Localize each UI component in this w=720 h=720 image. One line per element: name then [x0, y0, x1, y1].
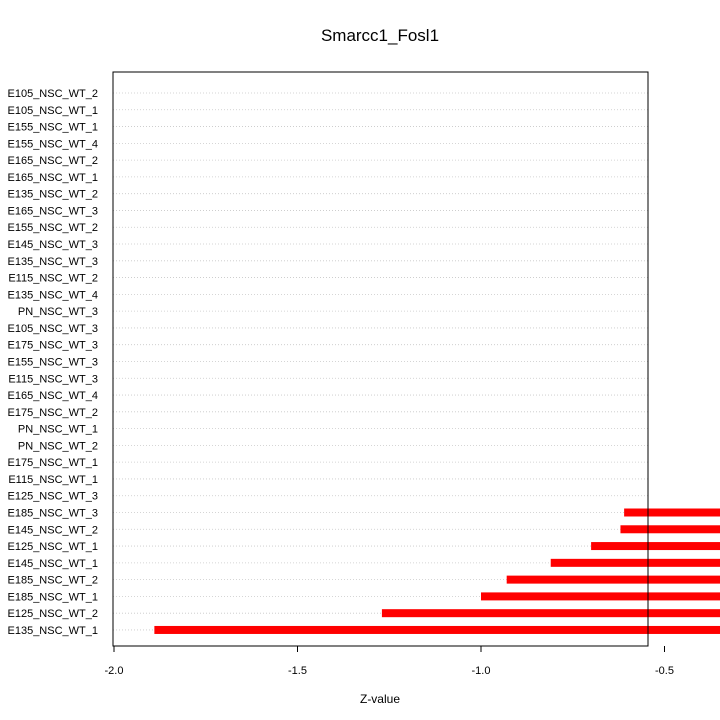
- category-labels: E105_NSC_WT_2 E105_NSC_WT_1 E155_NSC_WT_1 E…: [8, 88, 99, 637]
- category-label: E175_NSC_WT_3: [8, 340, 99, 352]
- bar: [624, 508, 720, 517]
- category-label: E165_NSC_WT_4: [8, 390, 99, 402]
- bars: [154, 508, 720, 634]
- category-label: E125_NSC_WT_2: [8, 608, 99, 620]
- category-label: E165_NSC_WT_3: [8, 205, 99, 217]
- category-label: E185_NSC_WT_3: [8, 508, 99, 520]
- category-label: E115_NSC_WT_3: [8, 373, 98, 385]
- category-label: E155_NSC_WT_4: [8, 138, 99, 150]
- category-label: E135_NSC_WT_4: [8, 289, 99, 301]
- bar: [506, 575, 720, 584]
- category-label: E145_NSC_WT_3: [8, 239, 99, 251]
- category-label: E185_NSC_WT_2: [8, 575, 99, 587]
- plot-frame: [112, 71, 649, 647]
- category-label: E105_NSC_WT_2: [8, 88, 99, 100]
- category-label: E135_NSC_WT_3: [8, 256, 99, 268]
- grid-lines: [113, 92, 648, 631]
- category-label: E155_NSC_WT_1: [8, 122, 99, 134]
- category-label: PN_NSC_WT_1: [18, 424, 98, 436]
- category-label: E175_NSC_WT_1: [8, 457, 99, 469]
- category-label: E165_NSC_WT_2: [8, 155, 99, 167]
- category-label: E155_NSC_WT_2: [8, 222, 99, 234]
- bar: [481, 592, 720, 601]
- bar: [550, 558, 720, 567]
- category-label: E125_NSC_WT_1: [8, 541, 99, 553]
- category-label: PN_NSC_WT_3: [18, 306, 98, 318]
- category-label: E185_NSC_WT_1: [8, 591, 99, 603]
- x-axis-title: Z-value: [360, 692, 400, 706]
- bar: [381, 609, 720, 618]
- category-label: PN_NSC_WT_2: [18, 440, 98, 452]
- category-label: E135_NSC_WT_2: [8, 189, 99, 201]
- category-label: E145_NSC_WT_1: [8, 558, 99, 570]
- chart-title: Smarcc1_Fosl1: [321, 26, 439, 45]
- category-label: E115_NSC_WT_2: [8, 273, 98, 285]
- category-label: E145_NSC_WT_2: [8, 524, 99, 536]
- category-label: E115_NSC_WT_1: [8, 474, 98, 486]
- x-tick-label: -1.0: [472, 665, 491, 677]
- bar: [154, 625, 720, 634]
- bar: [591, 542, 720, 551]
- category-label: E105_NSC_WT_3: [8, 323, 99, 335]
- category-label: E165_NSC_WT_1: [8, 172, 99, 184]
- category-label: E125_NSC_WT_3: [8, 491, 99, 503]
- category-label: E105_NSC_WT_1: [8, 105, 99, 117]
- category-label: E135_NSC_WT_1: [8, 625, 99, 637]
- category-label: E155_NSC_WT_3: [8, 356, 99, 368]
- x-tick-label: -2.0: [105, 665, 124, 677]
- x-tick-label: -1.5: [288, 665, 307, 677]
- x-axis: -2.0-1.5-1.0-0.50.00.5: [105, 646, 674, 677]
- x-tick-label: -0.5: [655, 665, 674, 677]
- bar: [620, 525, 720, 534]
- category-label: E175_NSC_WT_2: [8, 407, 99, 419]
